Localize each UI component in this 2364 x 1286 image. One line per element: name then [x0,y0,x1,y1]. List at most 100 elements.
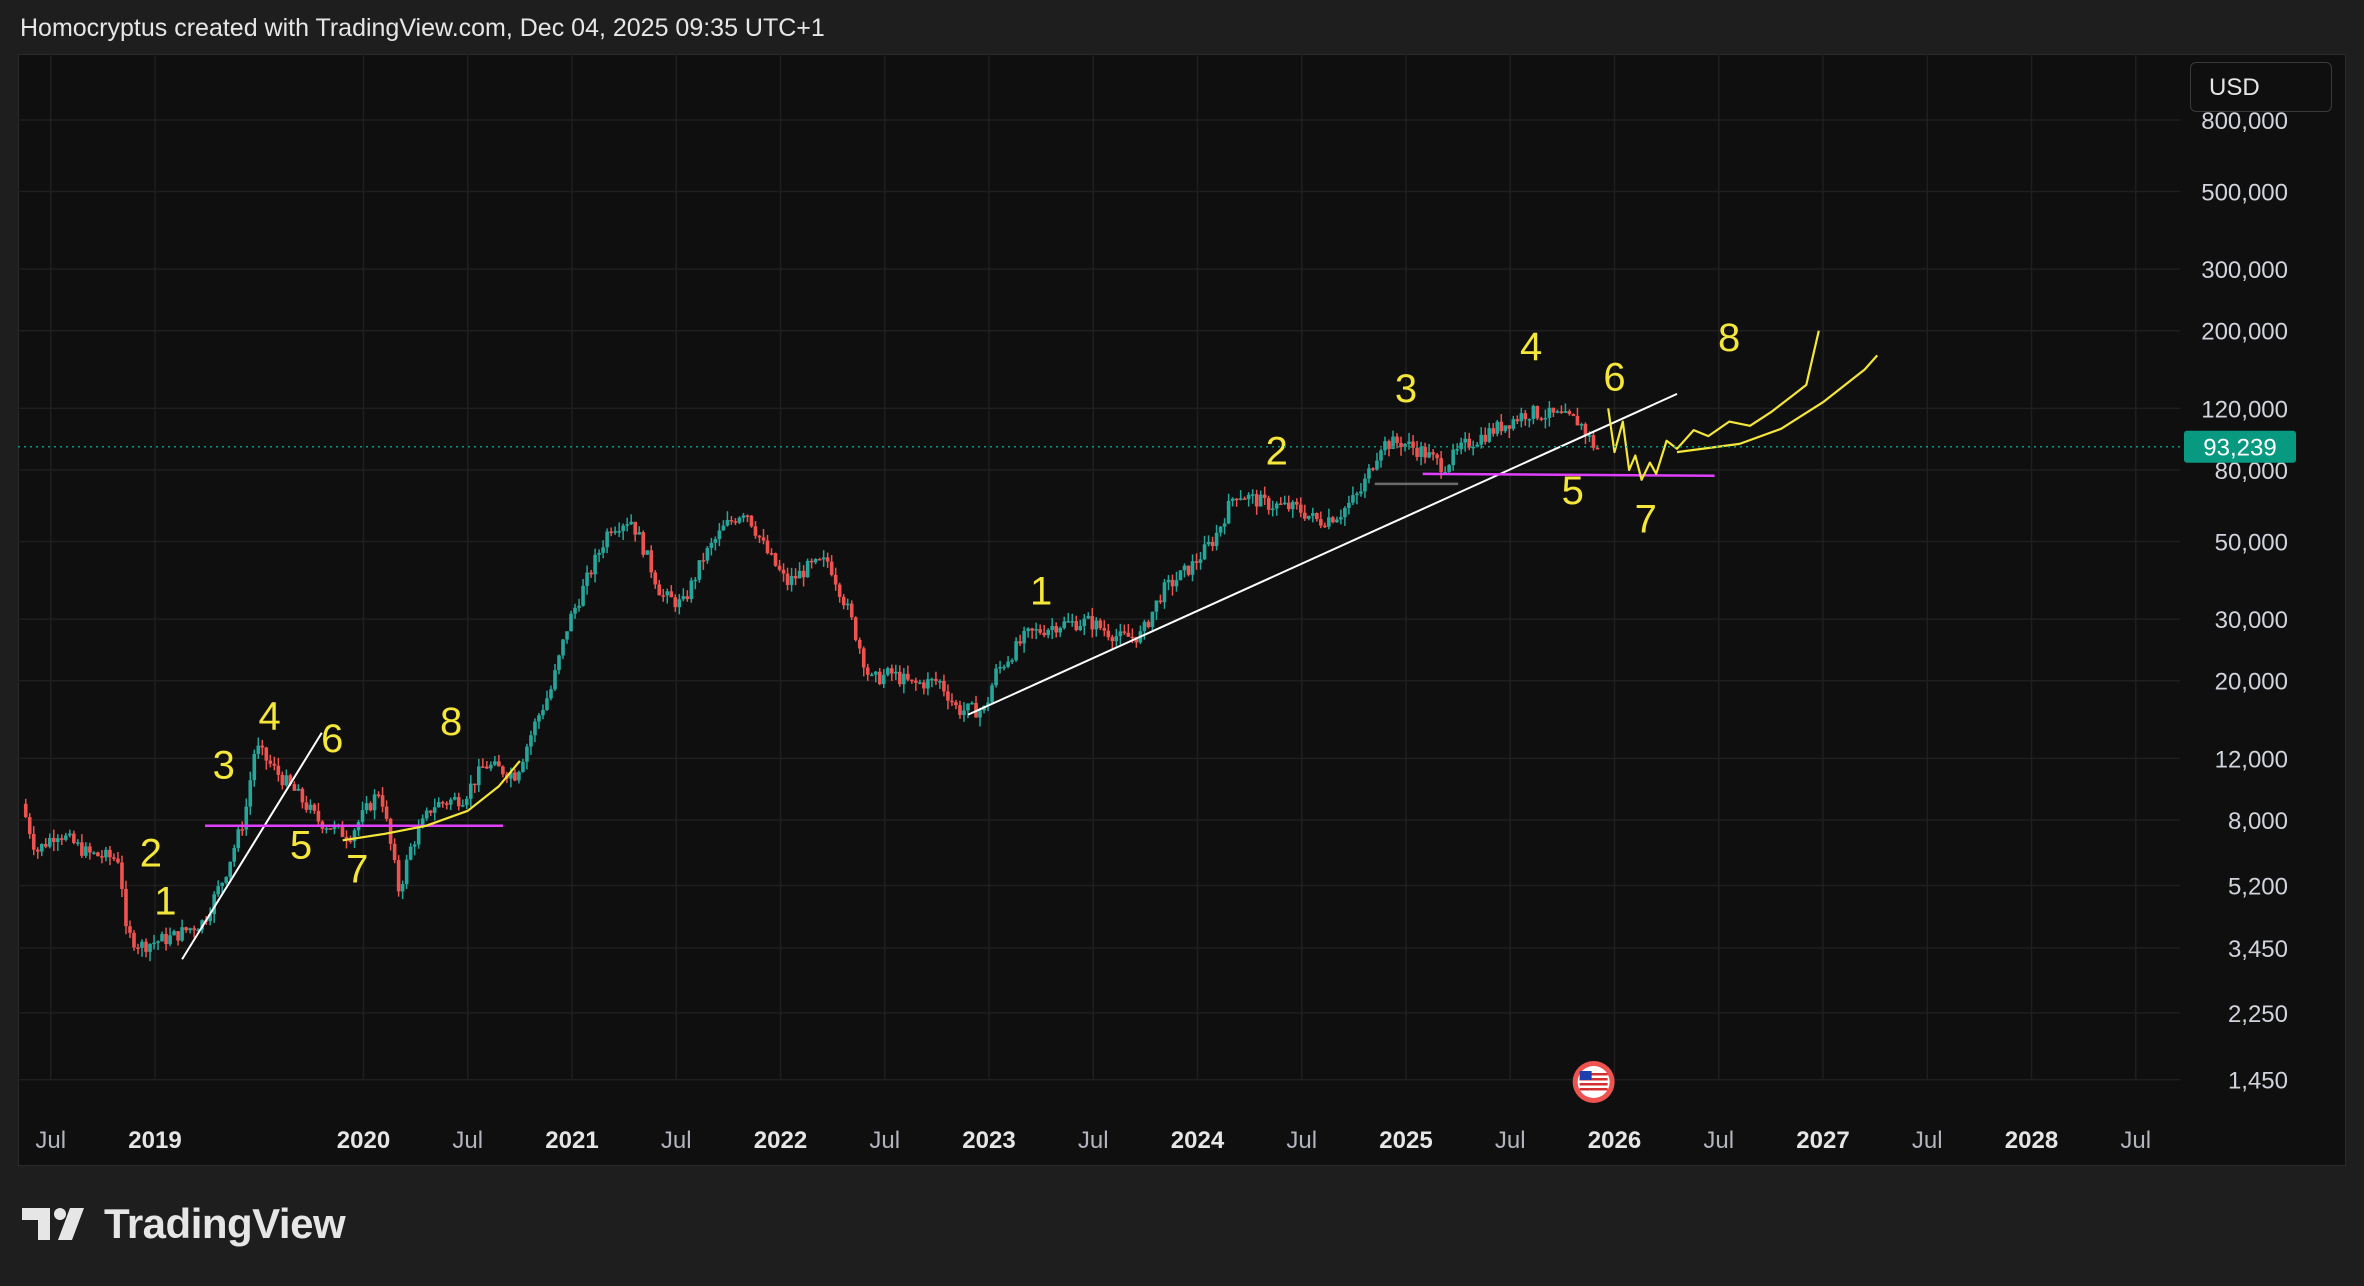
y-axis-labels: 1,450 2,250 3,450 5,200 8,000 12,000 20,000 30,… [2201,108,2288,1095]
candle-body [581,585,585,606]
candle-body [797,570,802,579]
candle-body [673,597,678,608]
candle-body [1547,407,1552,418]
candle-body [990,685,994,703]
candle-body [701,560,706,562]
candle-body [725,519,730,526]
candle-body [902,673,906,685]
candle-body [416,827,421,845]
candle-body [545,698,549,710]
candle-body [1459,442,1463,450]
candle-body [108,849,112,858]
tradingview-logo[interactable]: TradingView [22,1200,346,1248]
x-tick-label: 2022 [754,1127,807,1154]
candle-body [521,761,525,772]
candle-body [789,575,794,585]
candle-body [432,807,437,813]
candle-body [112,857,116,859]
candle-body [978,710,982,718]
candle-body [372,794,377,811]
candle-body [1395,436,1399,443]
candle-body [420,818,425,828]
candle-body [1359,491,1363,494]
candle-body [1363,478,1367,492]
candle-body [1054,626,1059,633]
candle-body [1543,417,1548,420]
candle-body [589,572,593,575]
candle-body [617,531,621,533]
candle-body [1022,630,1026,644]
candle-body [685,596,690,600]
candle-body [1066,621,1071,623]
candle-body [829,561,834,575]
y-tick-label: 120,000 [2201,396,2288,423]
candle-body [1575,415,1580,426]
wave-label: 1 [1030,570,1052,614]
y-tick-label: 50,000 [2215,529,2288,556]
candle-body [1070,621,1075,623]
flag-stripe [1579,1073,1608,1076]
candle-body [1194,561,1199,563]
candle-body [1038,629,1042,633]
candle-body [693,579,698,582]
candle-body [986,702,990,707]
x-tick-label: 2023 [962,1127,1015,1154]
projection-curve [342,760,521,842]
candle-body [653,572,658,585]
y-tick-label: 800,000 [2201,108,2288,135]
candle-body [781,569,786,574]
candle-body [56,838,60,843]
candle-body [180,927,184,941]
event-marker-inner [1577,1066,1610,1098]
candle-body [477,766,481,786]
flag-canton [1579,1071,1592,1080]
candle-body [1290,501,1295,510]
candle-body [220,882,225,887]
candle-body [1282,502,1287,505]
candle-body [1162,582,1167,603]
candle-body [1391,436,1395,449]
candle-body [1335,519,1339,523]
candle-body [485,766,489,769]
candle-body [292,784,297,791]
y-tick-label: 2,250 [2228,1001,2288,1028]
candle-body [164,933,168,945]
candle-body [464,798,469,806]
candle-body [737,517,742,523]
candle-body [1439,458,1443,473]
candle-body [525,746,529,762]
candle-body [276,765,281,775]
candle-body [1278,503,1283,506]
candle-body [1134,636,1139,643]
chart-panel[interactable] [18,54,2346,1166]
candle-body [954,702,958,706]
candle-body [1427,452,1431,458]
candle-body [922,682,926,689]
candle-body [168,935,172,945]
candle-body [601,547,605,553]
x-tick-label: Jul [35,1127,66,1154]
candle-body [930,678,934,681]
wave-label: 6 [321,717,343,761]
candle-body [312,804,317,811]
candle-body [493,761,497,765]
candle-body [645,550,650,555]
last-price-box [2184,430,2296,463]
candle-body [481,766,485,768]
candle-body [910,679,914,682]
x-tick-label: 2028 [2005,1127,2058,1154]
candle-body [1559,411,1564,413]
candle-body [938,680,942,683]
candle-body [641,532,646,555]
currency-button[interactable]: USD [2190,62,2332,112]
candle-body [1230,498,1235,501]
x-tick-label: 2024 [1171,1127,1225,1154]
candle-body [745,515,750,517]
candle-body [428,810,433,813]
candle-body [1307,515,1311,519]
wave-label: 7 [1635,498,1657,542]
flag-stripe [1579,1078,1608,1081]
candle-body [148,943,152,952]
candle-body [236,829,241,848]
